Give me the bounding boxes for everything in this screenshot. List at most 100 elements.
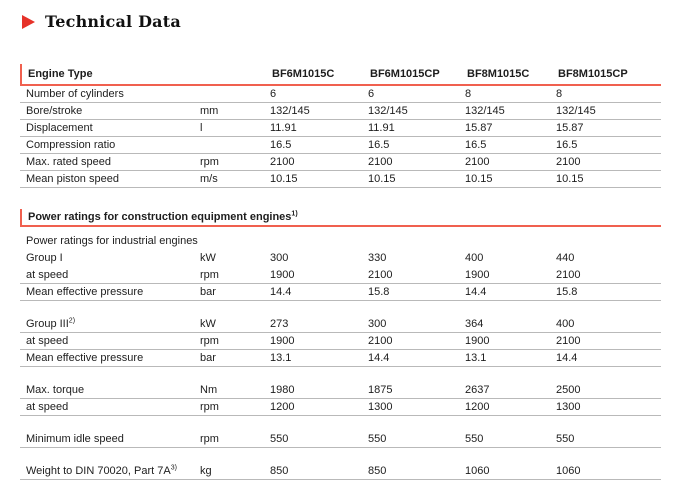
row-unit: m/s [200,173,218,185]
row-value: 132/145 [465,105,505,117]
row-label: Mean effective pressure [26,286,144,298]
page-title-text: Technical Data [45,12,181,31]
row-value: 2100 [368,269,393,281]
row-spacer [20,448,661,463]
row-value: 2100 [368,335,393,347]
row-value: 132/145 [368,105,408,117]
table-row: Bore/stroke mm 132/145 132/145 132/145 132/14… [20,103,661,120]
footnote-marker: 1) [291,210,298,218]
row-value: 14.4 [270,286,292,298]
column-header-4: BF8M1015CP [558,68,628,80]
row-value: 2100 [270,156,295,168]
power-ratings-header-text: Power ratings for construction equipment… [28,211,292,223]
row-value: 1060 [465,465,490,477]
row-value: 364 [465,318,484,330]
row-unit: mm [200,105,219,117]
row-value: 2100 [556,335,581,347]
column-header-1: BF6M1015C [272,68,335,80]
table-row: Group I kW 300 330 400 440 [20,250,661,267]
row-label: Weight to DIN 70020, Part 7A3) [26,464,177,477]
row-unit: kg [200,465,212,477]
table-row: Displacement l 11.91 11.91 15.87 15.87 [20,120,661,137]
row-value: 2100 [556,156,581,168]
table-row: at speed rpm 1900 2100 1900 2100 [20,267,661,284]
row-unit: rpm [200,156,219,168]
row-value: 550 [368,433,387,445]
row-unit: bar [200,286,216,298]
row-value: 11.91 [270,122,297,134]
row-value: 15.87 [465,122,493,134]
row-value: 850 [270,465,289,477]
table-row: Mean piston speed m/s 10.15 10.15 10.15 10.15 [20,171,661,188]
row-label: Group III2) [26,317,76,330]
engine-type-header-row: Engine Type BF6M1015C BF6M1015CP BF8M101… [20,64,661,86]
row-label: Max. rated speed [26,156,111,168]
row-unit: rpm [200,269,219,281]
row-value: 10.15 [465,173,493,185]
row-value: 6 [368,88,375,100]
row-value: 2100 [465,156,490,168]
row-value: 1900 [270,269,295,281]
engine-spec-rows: Number of cylinders 6 6 8 8 Bore/stroke mm 132/… [20,86,661,188]
page-title: Technical Data [22,12,181,31]
technical-data-table: Engine Type BF6M1015C BF6M1015CP BF8M101… [20,64,661,480]
power-ratings-header-row: Power ratings for construction equipment… [20,209,661,227]
row-value: 550 [556,433,575,445]
row-value: 6 [270,88,277,100]
row-value: 13.1 [270,352,292,364]
row-value: 1900 [270,335,295,347]
row-label: Minimum idle speed [26,433,124,445]
row-label: at speed [26,269,69,281]
row-value: 2637 [465,384,490,396]
row-value: 10.15 [556,173,584,185]
table-row: Weight to DIN 70020, Part 7A3) kg 850 850 10… [20,463,661,480]
row-value: 440 [556,252,575,264]
row-value: 132/145 [270,105,310,117]
table-row: Power ratings for industrial engines [20,233,661,250]
row-value: 15.8 [556,286,578,298]
row-value: 1200 [270,401,295,413]
row-value: 16.5 [556,139,578,151]
row-value: 2100 [556,269,581,281]
row-value: 2100 [368,156,393,168]
row-value: 15.87 [556,122,584,134]
table-row: Group III2) kW 273 300 364 400 [20,316,661,333]
table-row: at speed rpm 1200 1300 1200 1300 [20,399,661,416]
table-row: Minimum idle speed rpm 550 550 550 550 [20,431,661,448]
row-value: 11.91 [368,122,395,134]
row-value: 330 [368,252,387,264]
row-unit: Nm [200,384,218,396]
row-value: 132/145 [556,105,596,117]
row-value: 1900 [465,335,490,347]
row-label: at speed [26,335,69,347]
row-value: 8 [465,88,472,100]
row-spacer [20,416,661,431]
row-label: Mean piston speed [26,173,119,185]
footnote-marker: 2) [68,317,76,325]
row-value: 1875 [368,384,393,396]
row-value: 2500 [556,384,581,396]
right-triangle-icon [22,14,35,29]
row-value: 273 [270,318,289,330]
row-value: 300 [368,318,387,330]
row-unit: bar [200,352,216,364]
row-spacer [20,301,661,316]
row-value: 16.5 [270,139,292,151]
row-unit: l [200,122,203,134]
row-value: 400 [465,252,484,264]
row-label: at speed [26,401,69,413]
table-row: Max. rated speed rpm 2100 2100 2100 2100 [20,154,661,171]
power-ratings-header: Power ratings for construction equipment… [22,210,661,223]
footnote-marker: 3) [170,464,177,472]
row-unit: kW [200,318,216,330]
row-value: 1980 [270,384,295,396]
power-ratings-rows: Power ratings for industrial engines Grou… [20,233,661,480]
row-value: 15.8 [368,286,390,298]
engine-type-label: Engine Type [28,68,93,80]
row-unit: kW [200,252,216,264]
row-label: Mean effective pressure [26,352,144,364]
row-label: Displacement [26,122,93,134]
row-value: 13.1 [465,352,487,364]
table-row: Max. torque Nm 1980 1875 2637 2500 [20,382,661,399]
table-row: Compression ratio 16.5 16.5 16.5 16.5 [20,137,661,154]
